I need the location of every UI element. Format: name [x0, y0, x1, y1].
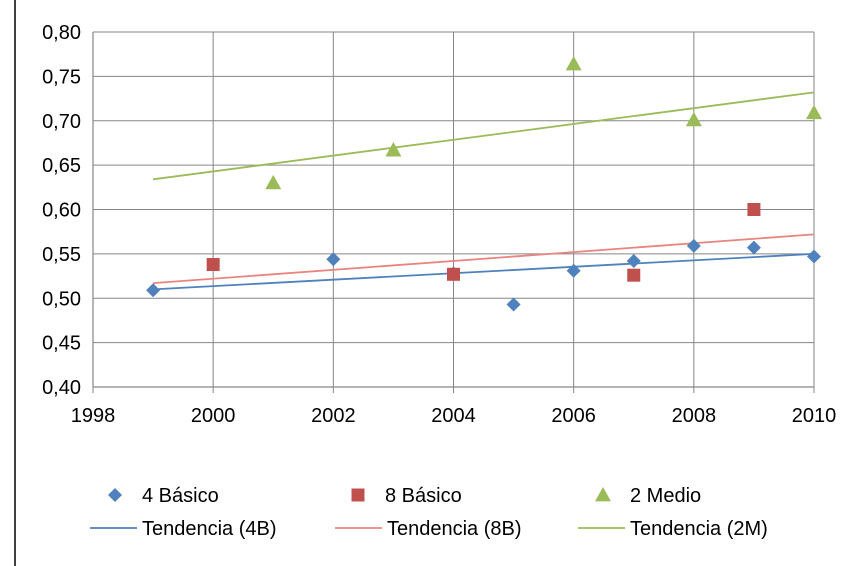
x-tick-label: 2000 [191, 405, 236, 427]
y-tick-label: 0,55 [42, 244, 81, 266]
legend-label-series-3: 2 Medio [630, 485, 701, 507]
point-series-1 [746, 240, 761, 255]
point-series-2 [747, 203, 761, 216]
point-series-2 [447, 267, 460, 281]
y-tick-label: 0,60 [42, 200, 81, 222]
point-series-1 [807, 249, 821, 264]
x-tick-label: 2010 [792, 405, 837, 427]
grid [93, 31, 815, 388]
legend-marker-series-1 [108, 488, 122, 502]
y-tick-label: 0,45 [42, 333, 81, 355]
x-tick-label: 2002 [311, 405, 356, 427]
axes: 0,40 0,45 0,50 0,55 0,60 0,65 0,70 0,75 0,80 1998… [42, 22, 836, 427]
x-tick-label: 2004 [431, 405, 476, 427]
data-points [146, 55, 822, 312]
trendline-2 [153, 233, 815, 285]
point-series-1 [686, 238, 701, 253]
point-series-3 [265, 174, 282, 190]
point-series-1 [146, 283, 161, 298]
trendline-3 [152, 91, 815, 181]
point-series-2 [627, 268, 641, 282]
x-tick-label: 1998 [71, 405, 116, 427]
y-tick-label: 0,75 [42, 66, 81, 88]
x-tick-label: 2006 [551, 405, 596, 427]
point-series-1 [506, 297, 521, 312]
y-tick-label: 0,65 [42, 155, 81, 177]
legend-label-series-1: 4 Básico [142, 485, 219, 507]
legend-label-trend-1: Tendencia (4B) [142, 518, 277, 540]
legend: 4 Básico 8 Básico 2 Medio Tendencia (4B) Ten… [90, 485, 768, 540]
trendline-1 [153, 252, 815, 291]
trendlines [152, 91, 815, 291]
legend-label-trend-3: Tendencia (2M) [630, 518, 768, 540]
point-series-3 [806, 104, 822, 120]
point-series-1 [566, 263, 581, 278]
legend-marker-series-3 [595, 487, 611, 502]
legend-label-series-2: 8 Básico [385, 485, 462, 507]
y-tick-label: 0,80 [42, 22, 81, 44]
point-series-3 [385, 142, 402, 157]
y-tick-label: 0,70 [42, 111, 81, 133]
point-series-3 [685, 111, 702, 127]
legend-marker-series-2 [351, 488, 365, 502]
y-tick-label: 0,50 [42, 288, 81, 310]
y-tick-label: 0,40 [42, 377, 81, 399]
point-series-1 [626, 253, 641, 268]
legend-label-trend-2: Tendencia (8B) [387, 518, 522, 540]
point-series-2 [206, 258, 220, 272]
point-series-3 [565, 55, 582, 71]
x-tick-label: 2008 [672, 405, 717, 427]
point-series-1 [326, 252, 341, 267]
